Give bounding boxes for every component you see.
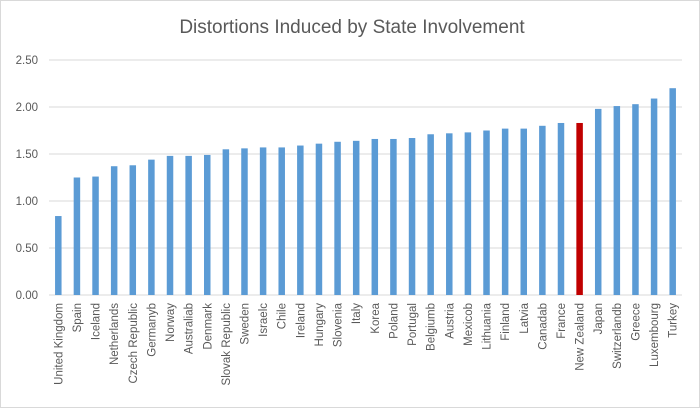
bar <box>73 177 81 295</box>
x-tick-label: Belgiumb <box>426 303 438 351</box>
x-tick-label: Slovak Republic <box>221 303 233 386</box>
x-tick-label: France <box>556 303 568 339</box>
x-tick-label: Italy <box>351 303 363 324</box>
x-tick-label: Czech Republic <box>128 303 140 384</box>
bar <box>110 166 118 295</box>
x-tick-label: Portugal <box>407 303 419 346</box>
bar <box>464 132 472 295</box>
y-tick-label: 0.00 <box>16 290 38 302</box>
x-tick-label: Austria <box>444 302 456 338</box>
x-tick-label: Denmark <box>202 303 214 350</box>
gridlines <box>49 59 682 296</box>
bar <box>297 145 304 295</box>
bar <box>576 122 583 295</box>
bar <box>129 165 137 295</box>
y-tick-label: 2.00 <box>16 102 38 114</box>
x-tick-label: Sweden <box>239 303 251 345</box>
x-tick-label: United Kingdom <box>53 303 65 385</box>
bar <box>334 141 341 295</box>
x-tick-label: Canadab <box>537 303 549 350</box>
x-tick-label: Korea <box>370 302 382 333</box>
x-tick-label: Ireland <box>295 303 307 338</box>
x-tick-label: Hungary <box>314 303 326 347</box>
bar <box>408 138 416 295</box>
x-tick-label: Chile <box>277 303 289 329</box>
bar <box>650 98 658 295</box>
x-tick-label: Australiab <box>184 303 196 354</box>
x-tick-label: Luxembourg <box>649 303 661 367</box>
bar <box>204 154 211 295</box>
bar <box>613 106 621 295</box>
bar <box>185 155 192 295</box>
bar <box>259 147 267 295</box>
bar <box>632 104 639 296</box>
y-tick-label: 0.50 <box>16 243 38 255</box>
bar <box>92 176 99 295</box>
x-tick-label: Switzerlandb <box>612 303 624 369</box>
x-tick-label: Greece <box>630 303 642 341</box>
x-tick-label: Lithuania <box>482 302 494 349</box>
x-tick-label: Slovenia <box>333 302 345 347</box>
bar <box>446 133 453 295</box>
y-tick-label: 2.50 <box>16 55 38 67</box>
bars <box>55 88 676 296</box>
x-tick-label: Turkey <box>668 303 680 338</box>
bar <box>148 159 155 295</box>
bar <box>557 122 565 295</box>
x-axis-tick-labels: United Kingdom Spain Iceland Netherlands Cze… <box>53 302 679 385</box>
x-tick-label: Mexicob <box>463 303 475 346</box>
x-tick-label: Poland <box>388 303 400 339</box>
bar <box>166 155 174 295</box>
x-tick-label: Japan <box>593 303 605 334</box>
bar <box>55 216 62 295</box>
bar <box>371 138 379 295</box>
x-tick-label: New Zealand <box>575 303 587 371</box>
x-tick-label: Israelc <box>258 303 270 337</box>
bar <box>390 138 397 295</box>
bar <box>520 128 527 295</box>
bar <box>222 149 230 295</box>
bar <box>315 143 323 295</box>
bar <box>594 108 602 295</box>
chart-title: Distortions Induced by State Involvement <box>179 17 525 38</box>
bar <box>483 130 490 295</box>
x-tick-label: Germanyb <box>146 303 158 357</box>
bar <box>241 148 248 295</box>
y-tick-label: 1.50 <box>16 149 38 161</box>
bar <box>669 88 676 295</box>
x-tick-label: Norway <box>165 303 177 342</box>
x-tick-label: Spain <box>72 303 84 332</box>
bar <box>501 128 509 295</box>
bar <box>539 125 546 295</box>
x-tick-label: Iceland <box>91 303 103 340</box>
bar <box>278 147 285 295</box>
y-tick-label: 1.00 <box>16 196 38 208</box>
x-tick-label: Latvia <box>519 302 531 333</box>
x-tick-label: Netherlands <box>109 303 121 365</box>
y-axis-tick-labels: 0.00 0.50 1.00 1.50 2.00 2.50 <box>16 55 38 302</box>
x-tick-label: Finland <box>500 303 512 341</box>
bar <box>352 140 360 295</box>
bar <box>427 134 434 295</box>
